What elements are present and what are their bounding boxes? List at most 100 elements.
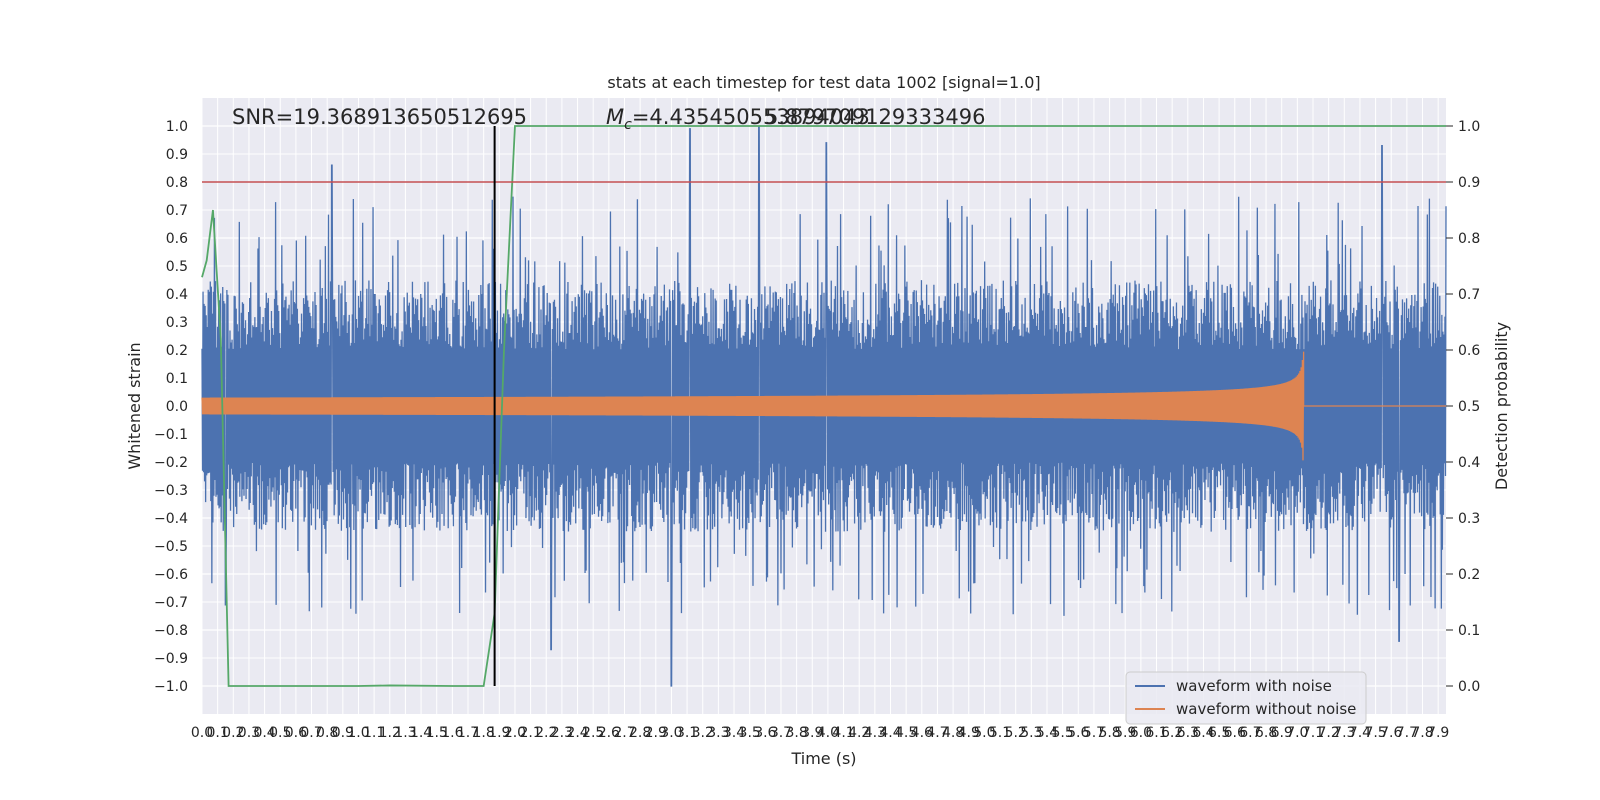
y2-tick-label: 0.5 bbox=[1458, 399, 1480, 415]
probability-line bbox=[201, 125, 1446, 687]
x-tick-label: 3.4 bbox=[723, 725, 745, 741]
x-tick-label: 1.0 bbox=[347, 725, 369, 741]
y-tick-label: 0.6 bbox=[166, 231, 188, 247]
y-tick-label: −0.6 bbox=[154, 567, 188, 583]
x-tick-label: 6.3 bbox=[1177, 725, 1199, 741]
x-tick-label: 3.8 bbox=[785, 725, 807, 741]
y2-axis-label: Detection probability bbox=[1492, 322, 1511, 490]
chirp-mass-annotation: Mc=4.435450553894043 bbox=[606, 105, 870, 133]
y-tick-label: −0.9 bbox=[154, 651, 188, 667]
x-tick-label: 1.7 bbox=[457, 725, 479, 741]
x-tick-label: 0.5 bbox=[269, 725, 291, 741]
y-tick-label: −0.7 bbox=[154, 595, 188, 611]
x-tick-label: 5.7 bbox=[1083, 725, 1105, 741]
x-tick-label: 3.7 bbox=[770, 725, 792, 741]
x-tick-label: 6.9 bbox=[1271, 725, 1293, 741]
chirp-mass-symbol: M bbox=[606, 105, 624, 129]
y2-tick-label: 0.7 bbox=[1458, 287, 1480, 303]
y2-tick-label: 1.0 bbox=[1458, 119, 1480, 135]
x-tick-label: 0.2 bbox=[222, 725, 244, 741]
x-tick-label: 1.8 bbox=[473, 725, 495, 741]
x-tick-label: 6.4 bbox=[1192, 725, 1214, 741]
x-tick-label: 7.7 bbox=[1396, 725, 1418, 741]
y-tick-label: 0.7 bbox=[166, 203, 188, 219]
y2-tick-label: 0.9 bbox=[1458, 175, 1480, 191]
y-tick-label: −0.2 bbox=[154, 455, 188, 471]
chirp-mass-subscript: c bbox=[624, 117, 632, 133]
x-tick-label: 0.3 bbox=[238, 725, 260, 741]
y-tick-label: −0.3 bbox=[154, 483, 188, 499]
y2-tick-labels: 1.0 0.9 0.8 0.7 0.6 0.5 0.4 0.3 0.2 0.1 0.0 bbox=[1446, 119, 1480, 695]
x-tick-label: 7.1 bbox=[1302, 725, 1324, 741]
x-tick-label: 3.6 bbox=[754, 725, 776, 741]
x-axis-label: Time (s) bbox=[790, 749, 856, 768]
y2-tick-label: 0.4 bbox=[1458, 455, 1480, 471]
x-tick-labels: 0.00.10.20.30.40.50.60.70.80.91.01.11.21… bbox=[191, 725, 1449, 741]
y2-tick-label: 0.3 bbox=[1458, 511, 1480, 527]
x-tick-label: 1.9 bbox=[488, 725, 510, 741]
noise-line bbox=[201, 125, 1447, 687]
x-tick-label: 5.9 bbox=[1114, 725, 1136, 741]
x-tick-label: 4.0 bbox=[817, 725, 839, 741]
y-tick-label: −0.1 bbox=[154, 427, 188, 443]
x-tick-label: 5.1 bbox=[989, 725, 1011, 741]
x-tick-label: 6.2 bbox=[1161, 725, 1183, 741]
y2-tick-label: 0.6 bbox=[1458, 343, 1480, 359]
x-tick-label: 3.1 bbox=[676, 725, 698, 741]
x-tick-label: 1.2 bbox=[379, 725, 401, 741]
chart-title: stats at each timestep for test data 100… bbox=[607, 73, 1040, 92]
y-tick-label: 0.8 bbox=[166, 175, 188, 191]
y2-tick-label: 0.8 bbox=[1458, 231, 1480, 247]
legend: waveform with noise waveform without noi… bbox=[1125, 671, 1367, 725]
x-tick-label: 3.0 bbox=[660, 725, 682, 741]
y2-tick-label: 0.2 bbox=[1458, 567, 1480, 583]
legend-box bbox=[1125, 671, 1367, 725]
x-tick-label: 0.7 bbox=[300, 725, 322, 741]
x-tick-label: 2.9 bbox=[645, 725, 667, 741]
y-tick-label: 0.1 bbox=[166, 371, 188, 387]
x-tick-label: 0.0 bbox=[191, 725, 213, 741]
x-tick-label: 7.2 bbox=[1318, 725, 1340, 741]
x-tick-label: 4.2 bbox=[848, 725, 870, 741]
snr-annotation: SNR=19.368913650512695 bbox=[232, 105, 527, 129]
x-tick-label: 4.5 bbox=[895, 725, 917, 741]
x-tick-label: 5.8 bbox=[1098, 725, 1120, 741]
x-tick-label: 6.5 bbox=[1208, 725, 1230, 741]
series-waveform-with-noise bbox=[201, 125, 1447, 687]
x-tick-label: 7.3 bbox=[1333, 725, 1355, 741]
x-tick-label: 7.9 bbox=[1427, 725, 1449, 741]
x-tick-label: 1.1 bbox=[363, 725, 385, 741]
x-tick-label: 4.4 bbox=[879, 725, 901, 741]
y-tick-label: 0.0 bbox=[166, 399, 188, 415]
x-tick-label: 0.6 bbox=[285, 725, 307, 741]
x-tick-label: 0.1 bbox=[207, 725, 229, 741]
x-tick-label: 3.9 bbox=[801, 725, 823, 741]
y2-tick-label: 0.0 bbox=[1458, 679, 1480, 695]
y-tick-label: −0.8 bbox=[154, 623, 188, 639]
x-tick-label: 2.0 bbox=[504, 725, 526, 741]
x-tick-label: 6.7 bbox=[1239, 725, 1261, 741]
clean-line bbox=[201, 351, 1446, 461]
y-tick-label: −0.5 bbox=[154, 539, 188, 555]
x-tick-label: 1.4 bbox=[410, 725, 432, 741]
x-tick-label: 0.8 bbox=[316, 725, 338, 741]
x-tick-label: 6.0 bbox=[1130, 725, 1152, 741]
x-tick-label: 2.5 bbox=[582, 725, 604, 741]
y2-tick-label: 0.1 bbox=[1458, 623, 1480, 639]
x-tick-label: 6.8 bbox=[1255, 725, 1277, 741]
x-tick-label: 1.6 bbox=[441, 725, 463, 741]
x-tick-label: 7.4 bbox=[1349, 725, 1371, 741]
y-tick-label: −0.4 bbox=[154, 511, 188, 527]
x-tick-label: 5.4 bbox=[1036, 725, 1058, 741]
series-waveform-without-noise bbox=[201, 351, 1446, 461]
y-tick-label: 0.5 bbox=[166, 259, 188, 275]
x-tick-label: 6.1 bbox=[1145, 725, 1167, 741]
x-tick-label: 6.6 bbox=[1224, 725, 1246, 741]
x-tick-label: 4.8 bbox=[942, 725, 964, 741]
x-tick-label: 5.2 bbox=[1005, 725, 1027, 741]
x-tick-label: 2.1 bbox=[519, 725, 541, 741]
x-tick-label: 7.6 bbox=[1380, 725, 1402, 741]
y-tick-label: 1.0 bbox=[166, 119, 188, 135]
x-tick-label: 7.0 bbox=[1286, 725, 1308, 741]
